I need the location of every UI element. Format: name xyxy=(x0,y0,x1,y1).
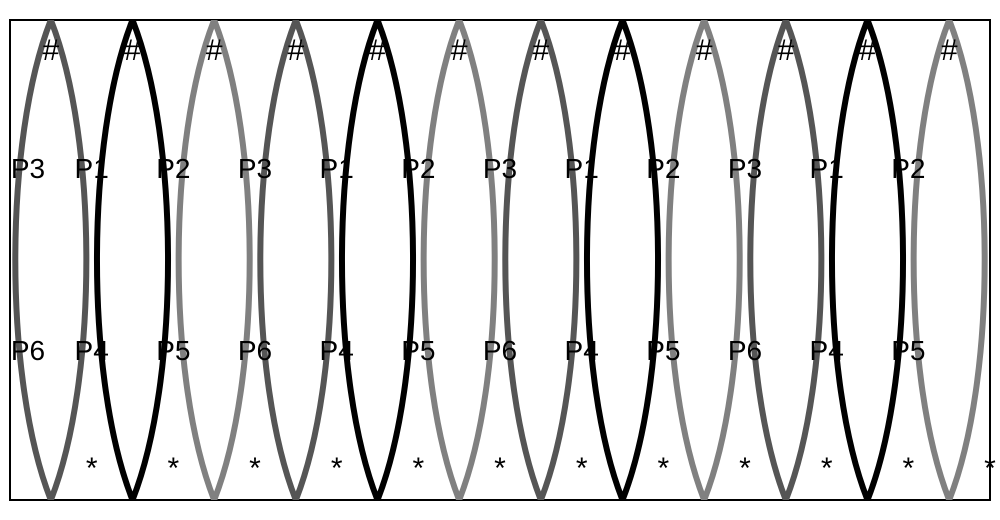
top-marker-6: # xyxy=(532,34,549,68)
top-marker-1: # xyxy=(124,34,141,68)
p-upper-0: P3 xyxy=(11,153,45,185)
diagram-svg xyxy=(0,10,1000,510)
bottom-marker-8: * xyxy=(739,452,751,486)
lobe-1 xyxy=(97,20,168,500)
p-lower-5: P5 xyxy=(401,335,435,367)
bottom-marker-10: * xyxy=(902,452,914,486)
lobe-2 xyxy=(179,20,250,500)
lobe-7 xyxy=(587,20,658,500)
p-upper-9: P3 xyxy=(728,153,762,185)
lobe-8 xyxy=(669,20,740,500)
p-lower-6: P6 xyxy=(483,335,517,367)
bottom-marker-1: * xyxy=(167,452,179,486)
p-lower-11: P5 xyxy=(891,335,925,367)
p-upper-4: P1 xyxy=(320,153,354,185)
top-marker-7: # xyxy=(614,34,631,68)
p-upper-3: P3 xyxy=(238,153,272,185)
lobes-group xyxy=(15,20,984,500)
bottom-marker-4: * xyxy=(412,452,424,486)
p-upper-5: P2 xyxy=(401,153,435,185)
frame-rect xyxy=(10,20,990,500)
p-upper-2: P2 xyxy=(156,153,190,185)
bottom-marker-2: * xyxy=(249,452,261,486)
p-lower-1: P4 xyxy=(75,335,109,367)
lobe-3 xyxy=(260,20,331,500)
bottom-marker-6: * xyxy=(576,452,588,486)
lobe-5 xyxy=(424,20,495,500)
lobe-0 xyxy=(15,20,86,500)
p-lower-8: P5 xyxy=(646,335,680,367)
p-upper-1: P1 xyxy=(75,153,109,185)
top-marker-2: # xyxy=(206,34,223,68)
winding-diagram: # # # # # # # # # # # # * * * * * * * * * * * * P3 P6 P1 P4 P2 P5 P3 P6… xyxy=(0,10,1000,510)
p-upper-7: P1 xyxy=(565,153,599,185)
p-lower-2: P5 xyxy=(156,335,190,367)
lobe-11 xyxy=(914,20,985,500)
top-marker-11: # xyxy=(941,34,958,68)
bottom-marker-5: * xyxy=(494,452,506,486)
p-upper-11: P2 xyxy=(891,153,925,185)
top-marker-9: # xyxy=(777,34,794,68)
lobe-4 xyxy=(342,20,413,500)
top-marker-3: # xyxy=(287,34,304,68)
p-upper-6: P3 xyxy=(483,153,517,185)
bottom-marker-3: * xyxy=(331,452,343,486)
bottom-marker-0: * xyxy=(86,452,98,486)
p-lower-4: P4 xyxy=(320,335,354,367)
p-lower-0: P6 xyxy=(11,335,45,367)
top-marker-8: # xyxy=(696,34,713,68)
top-marker-0: # xyxy=(42,34,59,68)
bottom-marker-9: * xyxy=(821,452,833,486)
bottom-marker-11: * xyxy=(984,452,996,486)
top-marker-4: # xyxy=(369,34,386,68)
lobe-9 xyxy=(750,20,821,500)
top-marker-5: # xyxy=(451,34,468,68)
lobe-10 xyxy=(832,20,903,500)
p-upper-8: P2 xyxy=(646,153,680,185)
p-lower-3: P6 xyxy=(238,335,272,367)
p-lower-7: P4 xyxy=(565,335,599,367)
top-marker-10: # xyxy=(859,34,876,68)
p-lower-9: P6 xyxy=(728,335,762,367)
p-lower-10: P4 xyxy=(810,335,844,367)
lobe-6 xyxy=(505,20,576,500)
p-upper-10: P1 xyxy=(810,153,844,185)
bottom-marker-7: * xyxy=(657,452,669,486)
